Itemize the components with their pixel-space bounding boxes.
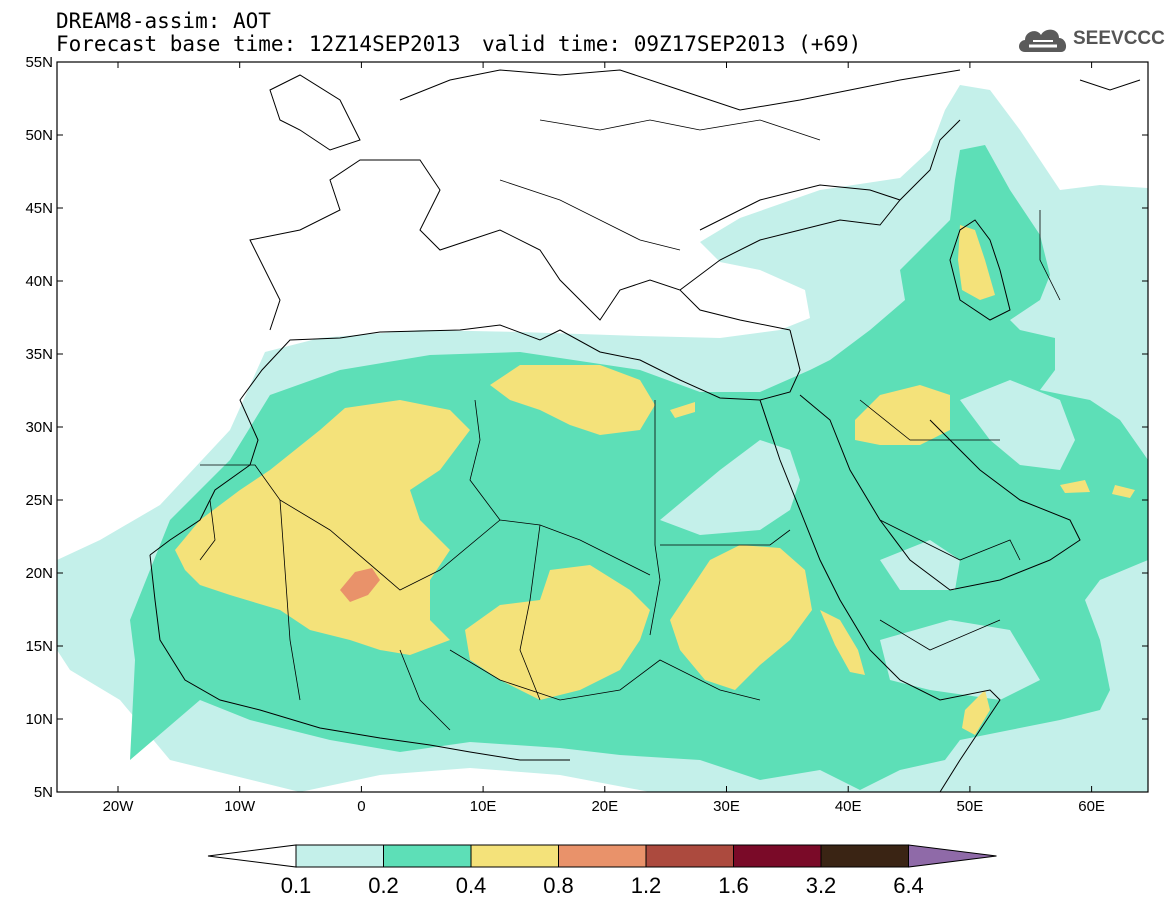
lat-label: 20N — [25, 565, 53, 582]
country-borders — [199, 119, 1061, 731]
aot-band-04-red-sea — [820, 610, 865, 675]
colorbar-arrow-low — [207, 844, 297, 868]
aot-band-04-libya — [490, 365, 655, 435]
colorbar-swatch — [733, 844, 822, 868]
aot-hole-egypt — [660, 440, 800, 535]
coastlines — [149, 69, 1141, 792]
lat-label: 30N — [25, 419, 53, 436]
lat-label: 35N — [25, 346, 53, 363]
valid-time: valid time: 09Z17SEP2013 (+69) — [482, 32, 862, 56]
seevccc-logo: SEEVCCC — [1015, 22, 1165, 56]
aot-contour-fields — [57, 69, 1148, 792]
colorbar-label: 0.2 — [368, 873, 399, 898]
lat-label: 55N — [25, 54, 53, 71]
lat-label: 45N — [25, 200, 53, 217]
latitude-axis: 55N 50N 45N 40N 35N 30N 25N 20N 15N 10N 5N — [25, 54, 1148, 801]
logo-text: SEEVCCC — [1073, 28, 1165, 49]
lon-label: 10E — [470, 798, 497, 815]
aot-band-04-sahara-west — [175, 400, 470, 655]
lon-label: 30E — [713, 798, 740, 815]
lat-label: 25N — [25, 492, 53, 509]
lon-label: 20W — [103, 798, 135, 815]
lon-label: 50E — [957, 798, 984, 815]
lat-label: 5N — [34, 784, 53, 801]
colorbar-arrow-high — [908, 844, 997, 868]
aot-band-04-chad — [465, 565, 650, 700]
colorbar-label: 3.2 — [806, 873, 837, 898]
lat-label: 40N — [25, 273, 53, 290]
colorbar-label: 0.4 — [456, 873, 487, 898]
lat-label: 10N — [25, 711, 53, 728]
map-title: DREAM8-assim: AOT — [56, 9, 271, 33]
forecast-base-time: Forecast base time: 12Z14SEP2013 — [56, 32, 461, 56]
colorbar-label: 1.6 — [718, 873, 749, 898]
colorbar-swatch — [820, 844, 909, 868]
aot-band-04-somalia — [962, 690, 990, 735]
longitude-axis: 20W 10W 0 10E 20E 30E 40E 50E 60E — [103, 62, 1105, 815]
lon-label: 10W — [224, 798, 256, 815]
lon-label: 40E — [835, 798, 862, 815]
lon-label: 20E — [591, 798, 618, 815]
colorbar-label: 1.2 — [631, 873, 662, 898]
lat-label: 50N — [25, 127, 53, 144]
colorbar-swatch — [383, 844, 472, 868]
lon-label: 0 — [357, 798, 365, 815]
colorbar-swatch — [470, 844, 559, 868]
aot-band-04-sudan — [670, 545, 812, 690]
colorbar-swatch — [645, 844, 734, 868]
colorbar-label: 0.8 — [543, 873, 574, 898]
lon-label: 60E — [1078, 798, 1105, 815]
aot-hole-arabia-south — [880, 540, 960, 590]
aot-band-04-iraq — [855, 385, 950, 445]
colorbar-label: 6.4 — [893, 873, 924, 898]
colorbar-swatch — [295, 844, 384, 868]
aot-band-04-caspian — [958, 225, 995, 300]
colorbar-swatch — [558, 844, 647, 868]
lat-label: 15N — [25, 638, 53, 655]
colorbar-label: 0.1 — [281, 873, 312, 898]
cloud-logo-icon — [1019, 29, 1067, 52]
aot-hole-east-africa — [880, 620, 1040, 700]
aot-hole-arabia — [960, 380, 1075, 470]
aot-colorbar: 0.1 0.2 0.4 0.8 1.2 1.6 3.2 6.4 — [207, 844, 997, 898]
aot-band-08 — [340, 568, 380, 602]
